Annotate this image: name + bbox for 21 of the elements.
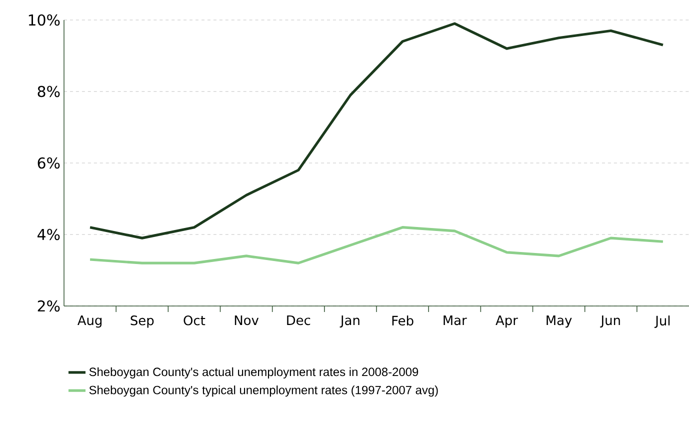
line-series bbox=[88, 226, 664, 264]
legend-label: Sheboygan County's typical unemployment rates (1997-2007 avg) bbox=[89, 386, 438, 397]
line-series bbox=[88, 22, 664, 240]
x-tick-label: Feb bbox=[392, 316, 414, 326]
y-tick-label: 10% bbox=[28, 14, 60, 26]
y-tick-label: 2% bbox=[38, 300, 60, 312]
x-tick-label: Jun bbox=[600, 316, 620, 328]
y-tick-label: 6% bbox=[38, 157, 60, 169]
x-tick-label: Oct bbox=[184, 316, 206, 326]
x-tick-label: Mar bbox=[444, 316, 467, 326]
x-tick-label: May bbox=[546, 316, 572, 328]
x-tick-label: Nov bbox=[234, 316, 259, 326]
x-tick-label: Sep bbox=[130, 316, 154, 328]
y-tick-label: 4% bbox=[38, 228, 60, 240]
x-tick-label: Aug bbox=[78, 316, 102, 328]
x-tick-label: Jul bbox=[654, 316, 670, 328]
x-tick-label: Apr bbox=[496, 316, 518, 328]
x-tick-label: Dec bbox=[287, 316, 310, 326]
x-tick-label: Jan bbox=[340, 316, 360, 328]
y-tick-label: 8% bbox=[38, 86, 60, 98]
legend-label: Sheboygan County's actual unemployment rates in 2008-2009 bbox=[89, 367, 418, 379]
